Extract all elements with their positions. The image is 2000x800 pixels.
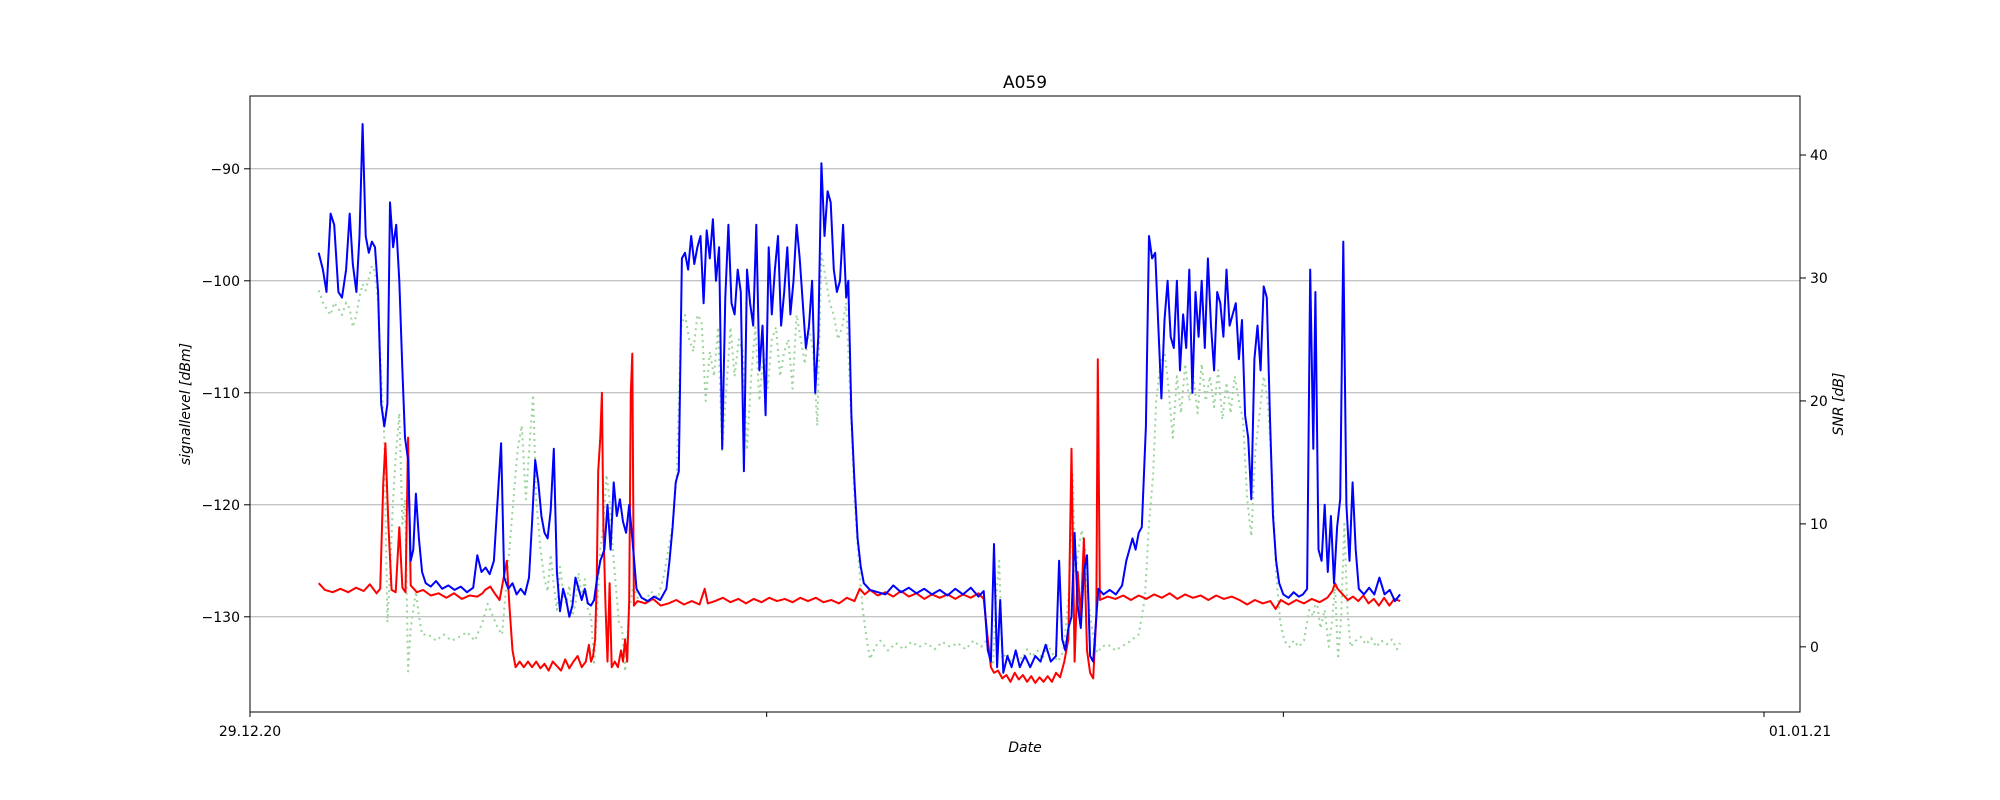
x-tick-label: 01.01.21 <box>1769 724 1831 740</box>
y-tick-label: −90 <box>210 162 240 178</box>
y2-tick-label: 30 <box>1810 271 1828 287</box>
y-axis-label: signallevel [dBm] <box>178 343 194 465</box>
plot-frame <box>249 95 1801 713</box>
y2-tick-label: 40 <box>1810 148 1828 164</box>
y-tick-label: −100 <box>202 274 240 290</box>
series-lines <box>317 123 1401 684</box>
chart-title: A059 <box>1003 73 1047 93</box>
series-line-blue <box>317 123 1401 674</box>
y2-tick-label: 0 <box>1810 640 1819 656</box>
x-tick-label: 29.12.20 <box>219 724 281 740</box>
y-tick-label: −130 <box>202 610 240 626</box>
y2-axis-label: SNR [dB] <box>1831 373 1847 436</box>
y-tick-label: −110 <box>202 386 240 402</box>
x-axis-label: Date <box>1008 740 1041 756</box>
gridlines <box>250 168 1800 618</box>
y2-tick-label: 20 <box>1810 394 1828 410</box>
y-tick-label: −120 <box>202 498 240 514</box>
y2-tick-label: 10 <box>1810 517 1828 533</box>
series-line-red <box>317 352 1401 684</box>
ticks: −90 −100 −110 −120 −130 40 30 20 10 0 29.12.20 01.0… <box>202 148 1832 740</box>
